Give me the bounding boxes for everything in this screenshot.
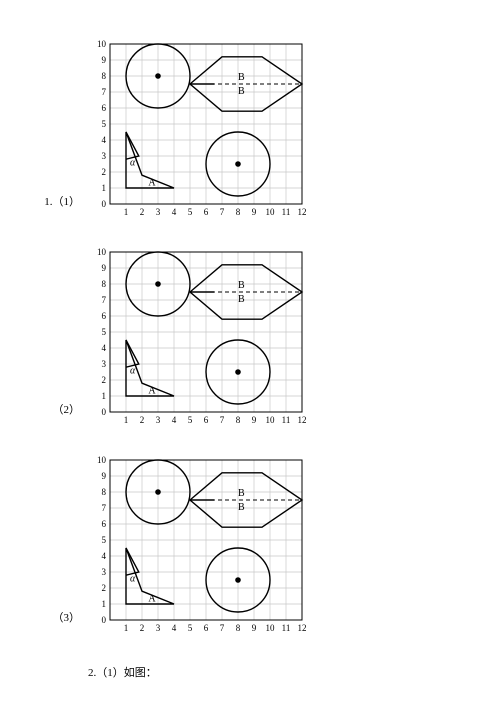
svg-text:1: 1 <box>124 415 129 425</box>
grid-diagram: 012345678910123456789101112AαBB <box>88 248 306 428</box>
svg-text:3: 3 <box>156 415 161 425</box>
svg-text:10: 10 <box>97 40 107 49</box>
svg-text:6: 6 <box>102 103 107 113</box>
svg-text:8: 8 <box>102 71 107 81</box>
svg-text:9: 9 <box>102 471 107 481</box>
svg-text:11: 11 <box>282 207 291 217</box>
svg-text:2: 2 <box>140 415 145 425</box>
figure-label: 1.（1） <box>20 195 88 220</box>
figure-label: （3） <box>20 611 88 636</box>
svg-text:3: 3 <box>156 207 161 217</box>
svg-text:2: 2 <box>140 207 145 217</box>
svg-text:4: 4 <box>102 135 107 145</box>
svg-text:10: 10 <box>266 623 276 633</box>
svg-text:9: 9 <box>252 415 257 425</box>
svg-text:7: 7 <box>220 623 225 633</box>
svg-text:1: 1 <box>102 599 107 609</box>
svg-text:10: 10 <box>97 456 107 465</box>
svg-text:5: 5 <box>102 327 107 337</box>
svg-text:11: 11 <box>282 415 291 425</box>
svg-text:9: 9 <box>252 623 257 633</box>
svg-text:10: 10 <box>97 248 107 257</box>
svg-text:6: 6 <box>204 207 209 217</box>
svg-text:α: α <box>130 573 136 584</box>
svg-text:2: 2 <box>140 623 145 633</box>
grid-diagram: 012345678910123456789101112AαBB <box>88 456 306 636</box>
svg-text:4: 4 <box>102 343 107 353</box>
svg-text:B: B <box>238 294 245 305</box>
svg-text:9: 9 <box>102 263 107 273</box>
svg-text:9: 9 <box>252 207 257 217</box>
svg-text:12: 12 <box>298 623 307 633</box>
svg-text:4: 4 <box>102 551 107 561</box>
svg-text:3: 3 <box>156 623 161 633</box>
svg-text:12: 12 <box>298 415 307 425</box>
svg-text:0: 0 <box>102 199 107 209</box>
svg-text:1: 1 <box>124 623 129 633</box>
svg-text:11: 11 <box>282 623 291 633</box>
svg-text:7: 7 <box>220 415 225 425</box>
svg-text:2: 2 <box>102 583 107 593</box>
svg-text:0: 0 <box>102 407 107 417</box>
svg-text:5: 5 <box>102 119 107 129</box>
svg-text:B: B <box>238 280 245 291</box>
svg-text:A: A <box>148 385 156 396</box>
svg-text:A: A <box>148 593 156 604</box>
svg-text:B: B <box>238 502 245 513</box>
svg-text:6: 6 <box>204 623 209 633</box>
svg-text:3: 3 <box>102 567 107 577</box>
svg-text:8: 8 <box>236 207 241 217</box>
svg-text:6: 6 <box>102 311 107 321</box>
footer-text: 2.（1）如图： <box>88 664 480 680</box>
svg-text:5: 5 <box>188 623 193 633</box>
svg-text:6: 6 <box>102 519 107 529</box>
grid-diagram: 012345678910123456789101112AαBB <box>88 40 306 220</box>
svg-text:B: B <box>238 72 245 83</box>
svg-text:10: 10 <box>266 415 276 425</box>
svg-text:8: 8 <box>102 487 107 497</box>
svg-text:B: B <box>238 86 245 97</box>
svg-text:4: 4 <box>172 207 177 217</box>
svg-text:6: 6 <box>204 415 209 425</box>
svg-text:2: 2 <box>102 167 107 177</box>
figure-label: （2） <box>20 403 88 428</box>
svg-text:1: 1 <box>102 391 107 401</box>
svg-text:0: 0 <box>102 615 107 625</box>
svg-text:5: 5 <box>188 207 193 217</box>
svg-text:10: 10 <box>266 207 276 217</box>
svg-text:8: 8 <box>102 279 107 289</box>
svg-text:12: 12 <box>298 207 307 217</box>
svg-text:8: 8 <box>236 623 241 633</box>
svg-text:2: 2 <box>102 375 107 385</box>
figure-row-1: 1.（1）012345678910123456789101112AαBB <box>20 40 480 220</box>
svg-text:B: B <box>238 488 245 499</box>
svg-text:7: 7 <box>102 503 107 513</box>
svg-text:A: A <box>148 177 156 188</box>
svg-text:7: 7 <box>102 295 107 305</box>
svg-text:3: 3 <box>102 359 107 369</box>
svg-text:5: 5 <box>102 535 107 545</box>
svg-text:4: 4 <box>172 415 177 425</box>
svg-text:α: α <box>130 365 136 376</box>
svg-text:1: 1 <box>102 183 107 193</box>
svg-text:3: 3 <box>102 151 107 161</box>
svg-text:4: 4 <box>172 623 177 633</box>
svg-text:7: 7 <box>102 87 107 97</box>
svg-text:8: 8 <box>236 415 241 425</box>
figure-row-3: （3）012345678910123456789101112AαBB <box>20 456 480 636</box>
svg-text:5: 5 <box>188 415 193 425</box>
svg-text:9: 9 <box>102 55 107 65</box>
svg-text:7: 7 <box>220 207 225 217</box>
svg-text:1: 1 <box>124 207 129 217</box>
figure-row-2: （2）012345678910123456789101112AαBB <box>20 248 480 428</box>
svg-text:α: α <box>130 157 136 168</box>
